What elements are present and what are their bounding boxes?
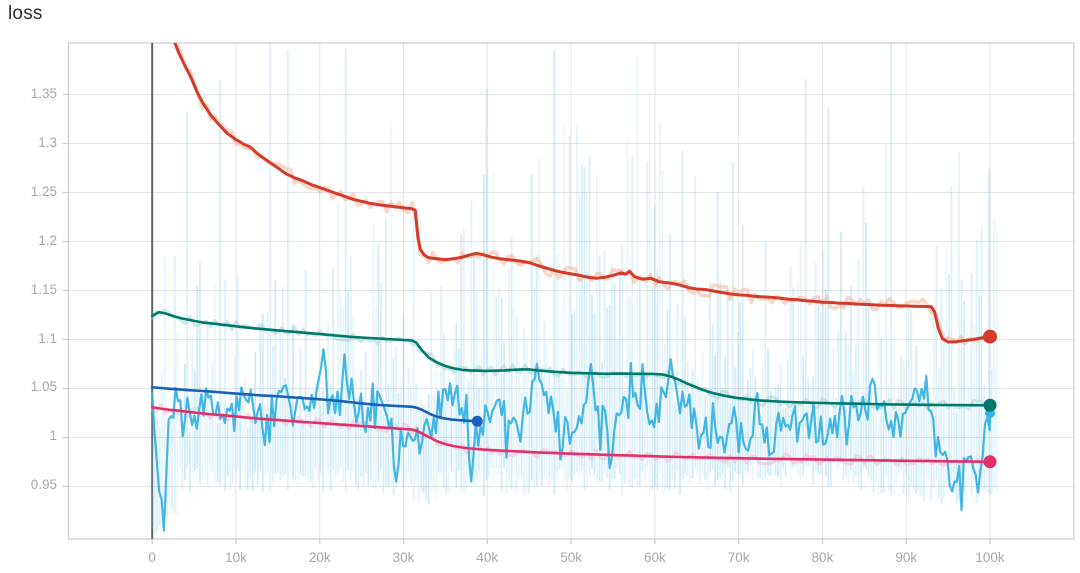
- run-red-raw-line: [174, 43, 992, 346]
- x-tick-label: 100k: [975, 550, 1005, 565]
- x-tick-label: 70k: [727, 550, 750, 565]
- chart-title: loss: [8, 3, 43, 24]
- run-pink-end-dot[interactable]: [983, 455, 997, 469]
- run-teal-end-dot[interactable]: [983, 398, 997, 412]
- run-lightblue-line: [151, 348, 992, 532]
- y-tick-label: 1.25: [30, 183, 57, 199]
- axis-ticks: [62, 93, 991, 544]
- x-tick-label: 40k: [476, 550, 499, 565]
- x-tick-label: 10k: [225, 550, 247, 565]
- y-tick-label: 1.2: [38, 232, 57, 248]
- run-red-end-dot[interactable]: [983, 329, 998, 344]
- run-pink-line: [150, 405, 992, 464]
- x-tick-label: 20k: [308, 550, 331, 565]
- y-tick-label: 1.1: [38, 330, 57, 346]
- y-tick-label: 1.05: [30, 379, 57, 395]
- run-blue-line: [150, 385, 479, 423]
- chart-series-layer: [150, 43, 998, 535]
- x-tick-label: 30k: [392, 550, 415, 565]
- y-tick-label: 0.95: [30, 477, 57, 493]
- x-tick-label: 50k: [560, 550, 582, 565]
- run-red-line: [173, 43, 992, 344]
- run-teal-line: [150, 310, 992, 407]
- y-tick-label: 1.3: [38, 134, 57, 150]
- raw-lightblue-spikes: [151, 43, 998, 535]
- x-tick-label: 80k: [811, 550, 834, 565]
- y-tick-label: 1.15: [30, 281, 57, 297]
- y-tick-label: 1: [49, 428, 57, 444]
- y-tick-label: 1.35: [30, 85, 57, 101]
- x-tick-label: 90k: [895, 550, 918, 565]
- x-tick-label: 0: [148, 550, 156, 565]
- x-tick-label: 60k: [643, 550, 666, 565]
- run-blue-end-dot[interactable]: [471, 415, 483, 427]
